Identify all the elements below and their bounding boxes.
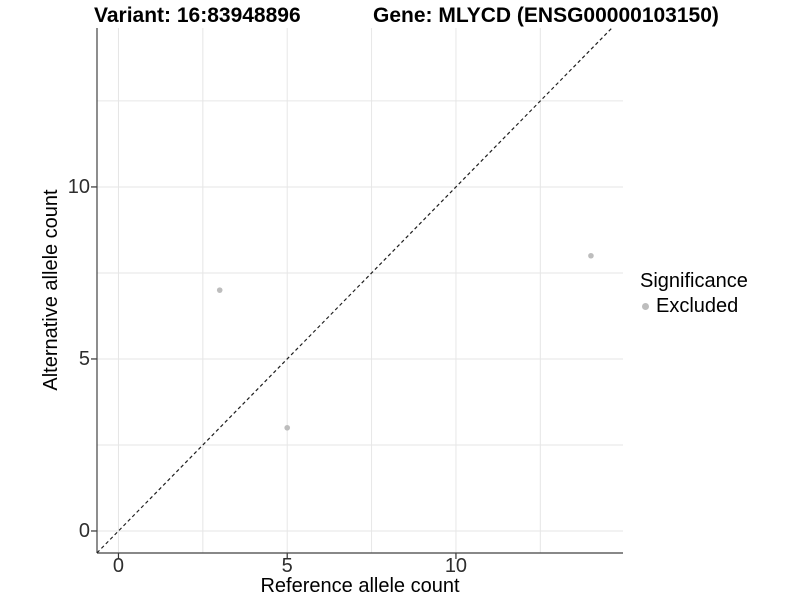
x-tick-label: 0 — [112, 555, 125, 577]
axis-lines — [96, 28, 623, 554]
data-points — [216, 252, 594, 431]
y-tick-label: 5 — [78, 347, 90, 370]
x-axis-label: Reference allele count — [260, 575, 460, 597]
y-tick-label: 0 — [78, 519, 90, 542]
legend: Significance Excluded — [640, 269, 748, 317]
plot-title-gene: Gene: MLYCD (ENSG00000103150) — [373, 4, 719, 27]
data-point — [284, 424, 291, 431]
data-point — [216, 287, 223, 293]
legend-title: Significance — [640, 270, 748, 292]
tick-marks — [91, 186, 457, 559]
gridlines — [97, 28, 623, 553]
legend-point-icon — [642, 302, 649, 310]
y-tick-label: 10 — [67, 175, 90, 198]
legend-item-excluded: Excluded — [640, 295, 748, 317]
data-point — [588, 252, 594, 259]
legend-item-label: Excluded — [656, 295, 739, 317]
identity-line — [96, 27, 613, 554]
plot-title-variant: Variant: 16:83948896 — [94, 4, 301, 27]
x-tick-label: 5 — [281, 555, 293, 577]
x-tick-label: 10 — [444, 555, 468, 577]
